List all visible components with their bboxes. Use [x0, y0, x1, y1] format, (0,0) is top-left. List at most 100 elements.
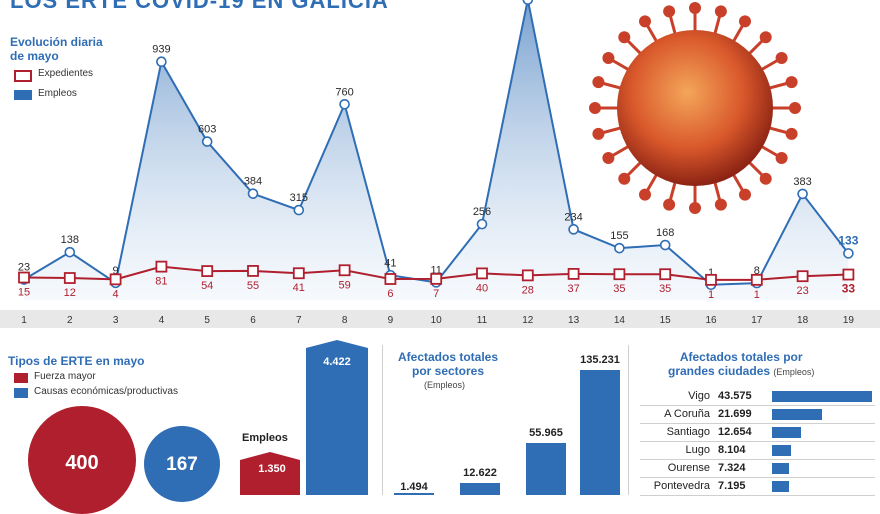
virus-spike-tip	[602, 152, 615, 164]
sector-bar	[394, 493, 434, 495]
expedientes-point	[63, 272, 76, 284]
expedientes-label: 1	[708, 289, 714, 301]
empleos-point	[247, 188, 259, 199]
empleos-point	[201, 136, 213, 147]
expedientes-label: 40	[476, 282, 488, 294]
legend-swatch-causas	[14, 388, 28, 398]
x-tick-label: 2	[67, 315, 73, 326]
page-title: LOS ERTE COVID-19 EN GALICIA	[10, 0, 389, 13]
city-bar	[772, 427, 802, 438]
x-tick-label: 13	[568, 315, 580, 326]
city-name: Santiago	[666, 426, 710, 438]
bar-fuerza-mayor	[240, 452, 300, 495]
city-name: Lugo	[685, 444, 710, 456]
city-value: 21.699	[718, 408, 752, 420]
legend-label-expedientes: Expedientes	[38, 68, 94, 79]
empleos-label: 9	[113, 265, 119, 277]
virus-spike-tip	[639, 188, 651, 201]
sector-value: 135.231	[580, 354, 620, 366]
city-value: 12.654	[718, 426, 752, 438]
empleos-label: 41	[384, 257, 396, 269]
city-value: 8.104	[718, 444, 746, 456]
x-tick-label: 8	[342, 315, 348, 326]
erte-empleos-bars	[240, 340, 368, 495]
expedientes-label: 1	[754, 289, 760, 301]
virus-spike-tip	[589, 102, 601, 114]
x-tick-label: 10	[431, 315, 443, 326]
expedientes-point	[476, 267, 488, 280]
empleos-label: Empleos	[242, 432, 288, 444]
expedientes-label: 4	[113, 288, 119, 300]
x-axis-strip	[0, 310, 880, 328]
virus-spike-tip	[689, 202, 701, 214]
empleos-point	[659, 239, 671, 251]
legend-label-empleos: Empleos	[38, 88, 77, 99]
line-chart-title-2: de mayo	[10, 49, 59, 63]
virus-spike-tip	[759, 172, 772, 185]
x-tick-label: 5	[204, 315, 210, 326]
city-row-divider	[640, 441, 875, 442]
empleos-label: 155	[610, 230, 628, 242]
cities-title: Afectados totales por grandes ciudades (…	[668, 350, 814, 379]
empleos-label: 939	[152, 44, 170, 56]
empleos-label: 138	[61, 234, 79, 246]
virus-spike-tip	[789, 102, 801, 114]
city-row-divider	[640, 495, 875, 496]
expedientes-label: 15	[18, 287, 30, 299]
x-tick-label: 17	[751, 315, 763, 326]
city-name: Ourense	[667, 462, 710, 474]
empleos-area	[24, 0, 849, 300]
virus-spike-tip	[602, 52, 615, 64]
legend-swatch-expedientes	[14, 70, 32, 82]
circle-causas	[144, 426, 220, 502]
expedientes-point	[384, 273, 397, 285]
x-tick-label: 16	[705, 315, 717, 326]
empleos-label: 234	[564, 211, 582, 223]
expedientes-point	[338, 264, 351, 277]
empleos-point	[293, 204, 305, 216]
expedientes-point	[842, 268, 855, 281]
erte-types-title: Tipos de ERTE en mayo	[8, 354, 145, 368]
expedientes-label: 7	[433, 288, 439, 300]
empleos-point	[476, 218, 488, 230]
virus-spike-tip	[785, 127, 798, 140]
virus-spike-tip	[618, 172, 631, 185]
city-bar	[772, 391, 872, 402]
city-bar	[772, 481, 789, 492]
expedientes-point	[521, 269, 534, 282]
virus-spike-tip	[618, 31, 631, 44]
sectors-title: Afectados totales por sectores	[398, 350, 498, 378]
expedientes-label: 12	[64, 287, 76, 299]
expedientes-point	[292, 267, 305, 280]
expedientes-label: 33	[842, 282, 856, 296]
cities-title-2-row: grandes ciudades (Empleos)	[668, 364, 814, 379]
virus-spike-tip	[785, 76, 798, 89]
virus-body	[617, 30, 773, 186]
circle-fuerza-value: 400	[65, 452, 99, 474]
city-bar	[772, 445, 791, 456]
expedientes-point	[705, 273, 717, 286]
city-bar	[772, 409, 822, 420]
expedientes-point	[613, 268, 626, 281]
empleos-point	[156, 56, 167, 68]
city-name: Pontevedra	[653, 480, 710, 492]
city-name: A Coruña	[664, 408, 710, 420]
legend-swatch-empleos	[14, 90, 32, 100]
expedientes-point	[155, 260, 168, 273]
expedientes-point	[796, 270, 809, 283]
expedientes-label: 37	[567, 283, 579, 295]
virus-spike-tip	[775, 52, 788, 64]
bar-fuerza-value: 1.350	[258, 463, 286, 475]
line-chart-title: Evolución diaria de mayo	[10, 35, 103, 63]
x-tick-label: 11	[477, 315, 488, 326]
virus-spike-tip	[775, 152, 788, 164]
coronavirus-illustration	[589, 2, 801, 214]
x-tick-label: 12	[522, 315, 534, 326]
legend-label-fuerza: Fuerza mayor	[34, 371, 96, 382]
city-row-divider	[640, 423, 875, 424]
sector-value: 1.494	[400, 481, 428, 493]
empleos-label: 8	[754, 265, 760, 277]
virus-spike-tip	[663, 5, 676, 18]
expedientes-point	[18, 271, 30, 284]
